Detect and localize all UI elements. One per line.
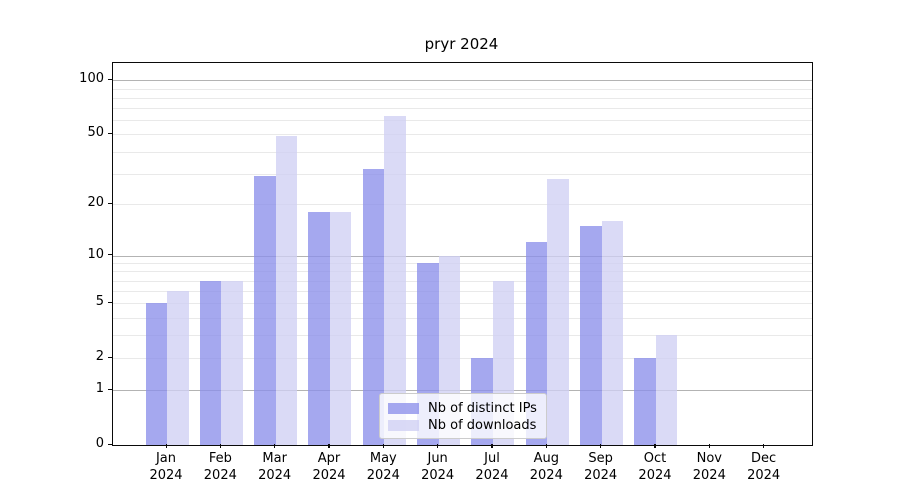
gridline-4 [113,317,812,319]
chart-title: pryr 2024 [424,35,499,53]
x-tick-label-dec-2024: Dec 2024 [747,451,781,483]
gridline-9 [113,263,812,265]
gridline-20 [113,204,812,206]
y-tick-label-10: 10 [87,246,104,262]
y-tick-label-1: 1 [95,381,104,397]
y-tick-mark-0 [108,443,113,445]
gridline-5 [113,303,812,305]
gridline-50 [113,134,812,136]
legend-swatch-downloads [388,419,419,431]
nb-of-distinct-ips-bar-apr-2024 [308,212,330,445]
x-tick-mark-nov-2024 [708,444,710,448]
x-tick-mark-feb-2024 [219,444,222,448]
nb-of-distinct-ips-bar-feb-2024 [199,280,222,445]
y-tick-mark-10 [108,254,113,256]
nb-of-distinct-ips-bar-mar-2024 [254,176,276,445]
gridline-6 [113,291,812,293]
nb-of-distinct-ips-bar-jan-2024 [145,303,167,445]
gridline-2 [113,358,812,360]
gridline-60 [113,120,812,122]
gridline-100 [113,80,812,82]
y-tick-label-2: 2 [95,349,104,365]
y-tick-mark-20 [108,202,113,205]
legend: Nb of distinct IPs Nb of downloads [379,393,547,439]
x-tick-label-oct-2024: Oct 2024 [638,451,672,483]
gridline-70 [113,108,812,110]
y-tick-label-5: 5 [95,294,104,310]
gridline-10 [113,255,812,257]
nb-of-distinct-ips-bar-sep-2024 [580,225,602,445]
plot-area: Nb of distinct IPs Nb of downloads [112,62,813,446]
gridline-8 [113,271,812,273]
nb-of-downloads-bar-jan-2024 [167,291,189,445]
gridline-90 [113,88,812,90]
nb-of-downloads-bar-may-2024 [384,116,406,445]
y-tick-mark-1 [108,388,113,390]
x-tick-label-feb-2024: Feb 2024 [203,451,237,483]
x-tick-label-apr-2024: Apr 2024 [312,451,346,483]
y-tick-mark-50 [108,132,113,135]
legend-item: Nb of downloads [388,417,538,433]
x-tick-label-jul-2024: Jul 2024 [475,451,509,483]
y-tick-mark-100 [108,78,113,81]
y-tick-mark-5 [108,301,113,304]
nb-of-downloads-bar-sep-2024 [601,221,624,445]
y-tick-mark-2 [108,356,113,358]
gridline-1 [113,390,812,392]
gridline-3 [113,335,812,337]
x-tick-mark-jan-2024 [165,444,167,448]
x-tick-mark-apr-2024 [328,444,330,448]
y-tick-label-20: 20 [87,195,104,211]
x-tick-mark-sep-2024 [600,444,602,448]
x-tick-label-sep-2024: Sep 2024 [584,451,618,483]
x-tick-label-mar-2024: Mar 2024 [258,451,292,483]
y-tick-label-0: 0 [95,436,104,451]
x-tick-mark-oct-2024 [654,444,656,448]
nb-of-downloads-bar-oct-2024 [655,335,678,445]
x-tick-mark-aug-2024 [545,444,547,448]
legend-swatch-distinct-ips [388,402,419,414]
legend-label-distinct-ips: Nb of distinct IPs [428,400,537,416]
y-tick-label-50: 50 [87,125,104,141]
gridline-80 [113,97,812,99]
x-tick-mark-jul-2024 [491,444,493,448]
x-tick-label-aug-2024: Aug 2024 [529,451,563,483]
gridline-30 [113,173,812,175]
legend-item: Nb of distinct IPs [388,400,538,416]
x-tick-mark-dec-2024 [763,444,765,448]
nb-of-downloads-bar-apr-2024 [329,212,352,445]
x-tick-mark-jun-2024 [437,444,439,448]
legend-label-downloads: Nb of downloads [428,417,537,433]
gridline-40 [113,151,812,153]
x-tick-mark-may-2024 [382,444,384,448]
x-tick-label-nov-2024: Nov 2024 [692,451,726,483]
x-tick-label-may-2024: May 2024 [366,451,400,483]
nb-of-downloads-bar-feb-2024 [221,280,243,445]
nb-of-distinct-ips-bar-may-2024 [362,168,385,445]
nb-of-downloads-bar-mar-2024 [275,135,298,445]
x-tick-label-jan-2024: Jan 2024 [149,451,183,483]
x-tick-label-jun-2024: Jun 2024 [421,451,455,483]
nb-of-downloads-bar-aug-2024 [547,178,569,445]
gridline-7 [113,280,812,282]
nb-of-distinct-ips-bar-oct-2024 [634,358,656,445]
x-tick-mark-mar-2024 [274,444,276,448]
y-tick-label-100: 100 [79,71,104,87]
